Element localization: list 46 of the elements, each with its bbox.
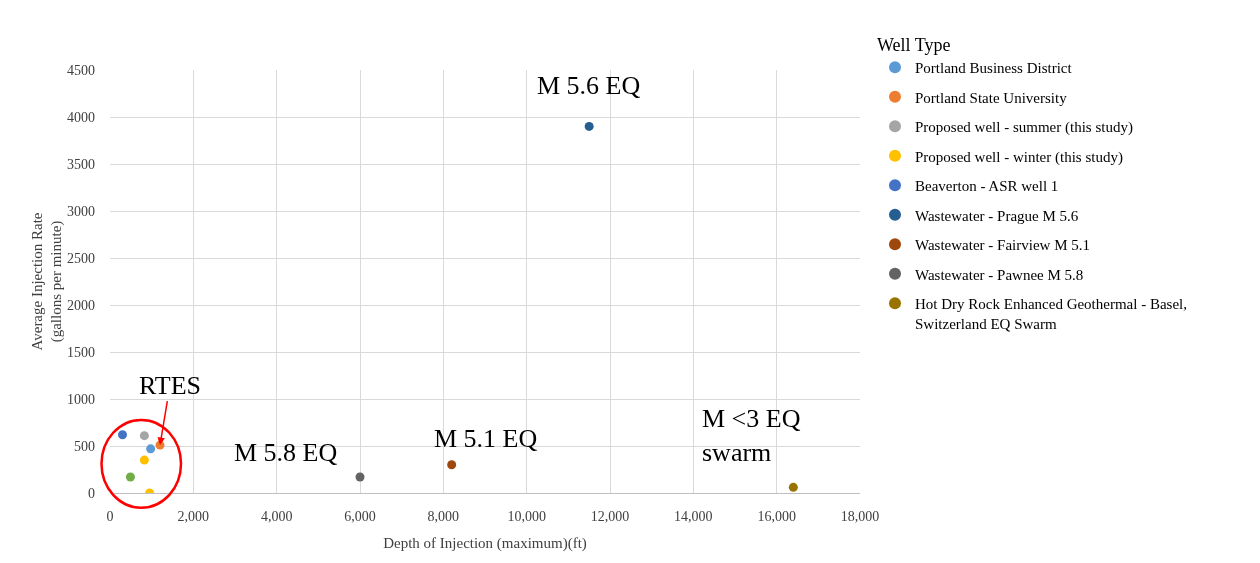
point: [584, 121, 594, 131]
annotation: M 5.1 EQ: [434, 424, 538, 453]
annotation: M 5.6 EQ: [537, 71, 641, 100]
x-tick-label: 10,000: [507, 508, 546, 524]
x-tick-label: 16,000: [757, 508, 796, 524]
y-tick-label: 1000: [67, 391, 95, 407]
y-tick-label: 4500: [67, 62, 95, 78]
legend-label: Portland State University: [915, 89, 1068, 106]
x-tick-label: 14,000: [674, 508, 713, 524]
legend-label: Wastewater - Pawnee M 5.8: [915, 266, 1084, 283]
x-tick-label: 0: [106, 508, 114, 524]
x-axis-title: Depth of Injection (maximum)(ft): [383, 535, 587, 552]
x-tick-label: 18,000: [840, 508, 880, 524]
point: [118, 430, 127, 440]
y-tick-label: 0: [88, 485, 95, 501]
x-tick-label: 12,000: [590, 508, 630, 524]
point: [355, 472, 365, 482]
y-tick-label: 4000: [67, 109, 95, 125]
legend-label: Wastewater - Fairview M 5.1: [915, 237, 1090, 254]
y-tick-label: 3500: [67, 156, 95, 172]
legend-label: Portland Business District: [915, 60, 1073, 77]
annotation: RTES: [139, 371, 202, 400]
y-tick-label: 500: [74, 438, 95, 454]
point: [447, 460, 457, 470]
legend-label: Hot Dry Rock Enhanced Geothermal - Basel, Switzerland EQ Swarm: [915, 296, 1187, 332]
point: [146, 444, 156, 454]
y-tick-label: 2500: [67, 250, 95, 266]
point: [139, 431, 149, 441]
x-tick-label: 4,000: [260, 508, 293, 524]
annotation: M 5.8 EQ: [234, 438, 338, 467]
x-tick-label: 8,000: [427, 508, 460, 524]
y-tick-label: 3000: [67, 203, 95, 219]
x-tick-label: 2,000: [177, 508, 210, 524]
annotation: M <3 EQ swarm: [702, 404, 801, 467]
legend-label: Wastewater - Prague M 5.6: [915, 207, 1079, 224]
point: [125, 472, 135, 482]
y-tick-label: 2000: [67, 297, 95, 313]
x-tick-label: 6,000: [344, 508, 376, 524]
legend-title: Well Type: [877, 35, 951, 56]
y-tick-label: 1500: [67, 344, 95, 360]
point: [788, 482, 798, 492]
legend-label: Beaverton - ASR well 1: [915, 178, 1059, 195]
y-axis-title: Average Injection Rate (gallons per minute): [28, 212, 65, 351]
legend-label: Proposed well - winter (this study): [915, 148, 1123, 166]
point: [139, 455, 149, 465]
legend-label: Proposed well - summer (this study): [915, 119, 1133, 137]
